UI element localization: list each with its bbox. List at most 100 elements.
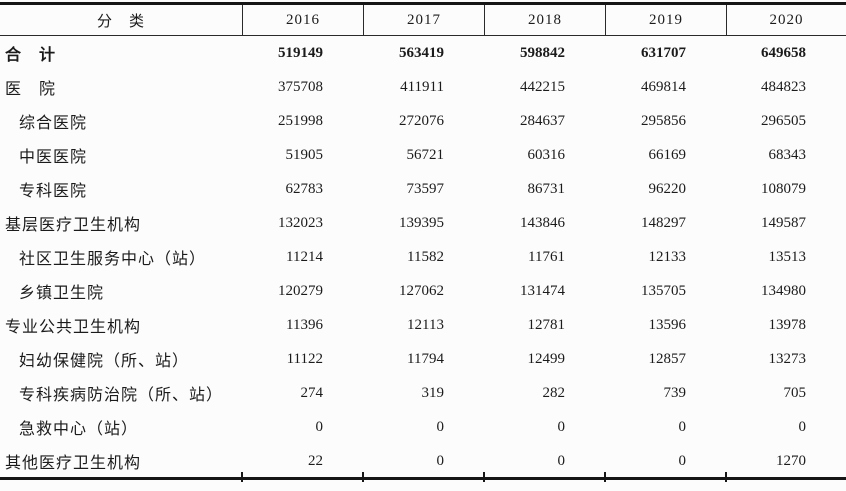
row-value: 442215 [520,78,565,95]
table-row: 合 计 519149 563419 598842 631707 649658 [0,36,846,70]
row-label: 中医医院 [19,149,88,166]
row-value: 0 [436,452,445,469]
row-value: 56721 [406,146,445,163]
bottom-column-tick [241,472,243,482]
row-value: 411911 [400,78,444,95]
row-value: 66169 [648,146,687,163]
row-value: 519149 [278,44,323,61]
row-value: 484823 [761,78,806,95]
row-value: 143846 [520,214,565,231]
row-value: 649658 [761,44,806,61]
row-value: 0 [436,418,445,435]
row-value: 13273 [768,350,807,367]
row-value: 739 [663,384,687,401]
row-value: 319 [421,384,445,401]
table-row: 其他医疗卫生机构 22 0 0 0 1270 [0,444,846,478]
row-value: 134980 [761,282,806,299]
row-value: 73597 [406,180,445,197]
row-value: 631707 [641,44,686,61]
row-value: 11396 [286,316,323,333]
row-value: 705 [783,384,807,401]
row-value: 295856 [641,112,686,129]
row-value: 68343 [768,146,807,163]
row-label: 专科疾病防治院（所、站） [19,387,224,404]
table-header-row: 分 类 2016 2017 2018 2019 2020 [0,2,846,36]
row-value: 272076 [399,112,444,129]
header-year-2020: 2020 [726,5,846,35]
row-label: 社区卫生服务中心（站） [19,251,207,268]
row-value: 0 [557,418,566,435]
bottom-column-tick [362,472,364,482]
table-row: 急救中心（站） 0 0 0 0 0 [0,410,846,444]
row-label: 专科医院 [19,183,88,200]
row-value: 22 [308,452,323,469]
row-value: 284637 [520,112,565,129]
header-year-2016: 2016 [242,5,363,35]
table-row: 乡镇卫生院 120279 127062 131474 135705 134980 [0,274,846,308]
table-row: 社区卫生服务中心（站） 11214 11582 11761 12133 1351… [0,240,846,274]
row-value: 0 [557,452,566,469]
row-value: 11794 [407,350,444,367]
row-value: 11122 [286,350,323,367]
row-label: 基层医疗卫生机构 [5,217,142,234]
row-value: 282 [542,384,566,401]
row-value: 251998 [278,112,323,129]
row-value: 375708 [278,78,323,95]
row-label: 专业公共卫生机构 [5,319,142,336]
row-label: 乡镇卫生院 [19,285,105,302]
row-value: 13596 [648,316,687,333]
row-value: 12133 [648,248,687,265]
row-value: 0 [798,418,807,435]
row-value: 0 [678,452,687,469]
row-value: 120279 [278,282,323,299]
table-row: 专科疾病防治院（所、站） 274 319 282 739 705 [0,376,846,410]
row-value: 13513 [768,248,807,265]
row-value: 11214 [286,248,323,265]
row-label: 妇幼保健院（所、站） [19,353,190,370]
row-value: 12781 [527,316,566,333]
row-value: 62783 [285,180,324,197]
row-value: 598842 [520,44,565,61]
row-value: 0 [678,418,687,435]
row-value: 563419 [399,44,444,61]
bottom-column-tick [604,472,606,482]
row-value: 469814 [641,78,686,95]
row-value: 51905 [285,146,324,163]
row-value: 1270 [776,452,806,469]
table-row: 专业公共卫生机构 11396 12113 12781 13596 13978 [0,308,846,342]
row-value: 11761 [528,248,565,265]
row-value: 11582 [407,248,444,265]
row-value: 127062 [399,282,444,299]
row-value: 132023 [278,214,323,231]
row-value: 96220 [648,180,687,197]
header-year-2019: 2019 [605,5,726,35]
row-value: 13978 [768,316,807,333]
row-value: 131474 [520,282,565,299]
health-institutions-table: 分 类 2016 2017 2018 2019 2020 合 计 519149 … [0,2,846,478]
row-label: 医 院 [5,81,57,98]
row-value: 12857 [648,350,687,367]
row-value: 135705 [641,282,686,299]
table-row: 综合医院 251998 272076 284637 295856 296505 [0,104,846,138]
row-value: 12113 [407,316,444,333]
header-year-2018: 2018 [484,5,605,35]
row-value: 149587 [761,214,806,231]
row-label: 合 计 [5,47,57,64]
header-category: 分 类 [96,13,145,30]
row-value: 108079 [761,180,806,197]
row-value: 274 [300,384,324,401]
row-label: 其他医疗卫生机构 [5,455,142,472]
row-value: 296505 [761,112,806,129]
bottom-column-tick [725,472,727,482]
bottom-column-tick [483,472,485,482]
row-label: 急救中心（站） [19,421,139,438]
row-value: 12499 [527,350,566,367]
row-value: 148297 [641,214,686,231]
table-row: 医 院 375708 411911 442215 469814 484823 [0,70,846,104]
table-row: 妇幼保健院（所、站） 11122 11794 12499 12857 13273 [0,342,846,376]
table-row: 基层医疗卫生机构 132023 139395 143846 148297 149… [0,206,846,240]
row-value: 86731 [527,180,566,197]
table-row: 专科医院 62783 73597 86731 96220 108079 [0,172,846,206]
row-value: 0 [315,418,324,435]
